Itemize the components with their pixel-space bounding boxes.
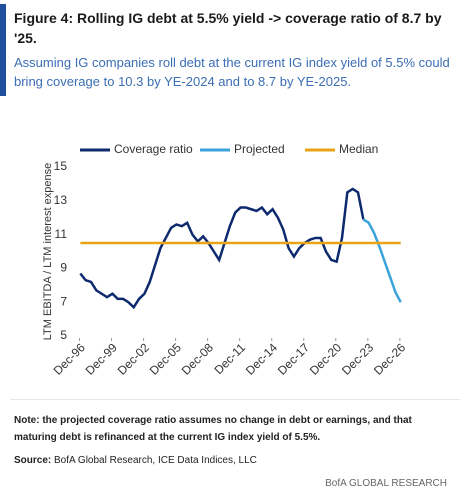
x-tick-label: Dec-02	[115, 340, 152, 377]
chart: LTM EBITDA / LTM interest expense 5 7 9 11 13…	[10, 142, 460, 400]
y-tick-label: 9	[60, 261, 67, 275]
legend-label: Projected	[234, 142, 285, 156]
x-tick-label: Dec-23	[339, 340, 376, 377]
title: Figure 4: Rolling IG debt at 5.5% yield …	[14, 10, 442, 46]
x-tick-label: Dec-14	[243, 340, 280, 377]
y-tick-label: 7	[60, 294, 67, 308]
legend-label: Median	[339, 142, 378, 156]
subtitle: Assuming IG companies roll debt at the c…	[14, 55, 450, 89]
source-label: Source:	[14, 455, 52, 466]
note: Note: the projected coverage ratio assum…	[14, 415, 412, 443]
x-tick-label: Dec-96	[51, 340, 88, 377]
x-tick-label: Dec-11	[211, 340, 248, 377]
y-tick-label: 15	[54, 159, 68, 173]
x-tick-label: Dec-17	[275, 340, 312, 377]
x-tick-label: Dec-20	[307, 340, 344, 377]
y-tick-label: 5	[60, 328, 67, 342]
y-tick-label: 13	[54, 193, 68, 207]
source-text: BofA Global Research, ICE Data Indices, …	[54, 455, 257, 466]
y-tick-label: 11	[55, 227, 68, 241]
x-tick-label: Dec-05	[147, 340, 184, 377]
source: Source: BofA Global Research, ICE Data I…	[14, 455, 257, 466]
accent-bar	[0, 4, 6, 96]
x-tick-label: Dec-99	[83, 340, 120, 377]
x-tick-label: Dec-08	[179, 340, 216, 377]
y-axis-label: LTM EBITDA / LTM interest expense	[42, 163, 54, 341]
legend-label: Coverage ratio	[114, 142, 193, 156]
series-line	[79, 187, 365, 310]
series-line	[362, 218, 402, 303]
brand: BofA GLOBAL RESEARCH	[325, 478, 447, 489]
x-tick-label: Dec-26	[371, 340, 408, 377]
